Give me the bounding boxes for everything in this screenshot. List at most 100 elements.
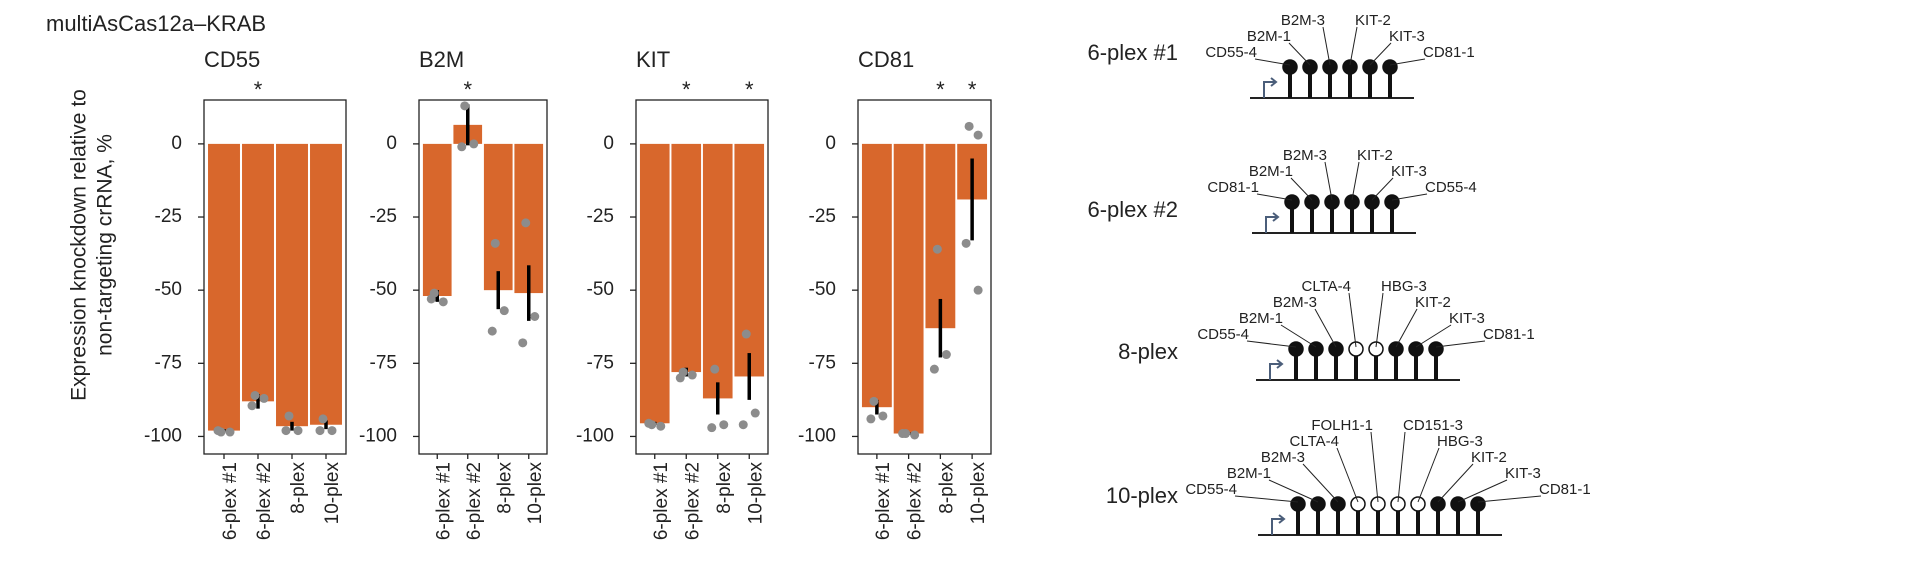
replicate-dot [281, 426, 291, 436]
x-tick-label-group: 10-plex [745, 462, 766, 525]
guide-head [1350, 496, 1366, 512]
label-leader [1336, 447, 1359, 503]
replicate-dot [675, 373, 685, 383]
label-leader [1302, 463, 1339, 503]
y-tick-label: -50 [809, 279, 836, 300]
label-leader [1254, 58, 1291, 66]
x-tick-label: 6-plex #2 [682, 462, 703, 540]
x-tick-label: 6-plex #2 [905, 462, 926, 540]
guide-label: KIT-2 [1471, 449, 1507, 466]
guide-head [1362, 59, 1378, 75]
guide-label: KIT-3 [1449, 310, 1485, 327]
replicate-dot [499, 306, 509, 316]
replicate-dot [878, 411, 888, 421]
guide-label: B2M-3 [1281, 12, 1325, 29]
replicate-dot [438, 297, 448, 307]
replicate-dot [738, 420, 748, 430]
label-leader [1371, 177, 1394, 201]
replicate-dot [710, 364, 720, 374]
guide-label: B2M-3 [1261, 449, 1305, 466]
x-tick-label-group: 8-plex [714, 462, 735, 514]
guide-label: CD81-1 [1483, 326, 1535, 343]
guide-head [1408, 341, 1424, 357]
construct-name: 8-plex [1118, 339, 1178, 364]
y-tick-label: -75 [370, 352, 397, 373]
label-leader [1370, 431, 1379, 503]
replicate-dot [929, 364, 939, 374]
y-tick-label: -75 [155, 352, 182, 373]
label-leader [1417, 447, 1440, 503]
significance-star: * [463, 77, 472, 102]
x-tick-label-group: 10-plex [322, 462, 343, 525]
guide-head [1308, 341, 1324, 357]
x-tick-label: 6-plex #2 [464, 462, 485, 540]
chart-title: CD55 [204, 47, 260, 72]
replicate-dot [315, 426, 325, 436]
y-tick-label: -25 [155, 206, 182, 227]
x-tick-label: 8-plex [936, 462, 957, 514]
label-leader [1314, 308, 1337, 348]
guide-label: CLTA-4 [1290, 433, 1339, 450]
guide-head [1344, 194, 1360, 210]
replicate-dot [750, 408, 760, 418]
label-leader [1324, 161, 1333, 201]
construct-name: 6-plex #1 [1087, 40, 1178, 65]
guide-head [1428, 341, 1444, 357]
guide-head [1450, 496, 1466, 512]
y-tick-label: -75 [809, 352, 836, 373]
chart-title: CD81 [858, 47, 914, 72]
label-leader [1375, 292, 1384, 348]
replicate-dot [656, 421, 666, 431]
label-leader [1290, 177, 1313, 201]
significance-star: * [682, 77, 691, 102]
replicate-dot [293, 426, 303, 436]
y-tick-label: -100 [576, 425, 614, 446]
x-tick-label-group: 6-plex #1 [873, 462, 894, 540]
y-axis-label: Expression knockdown relative to non-tar… [68, 89, 117, 401]
x-tick-label: 8-plex [494, 462, 515, 514]
replicate-dot [213, 426, 223, 436]
guide-head [1342, 59, 1358, 75]
significance-star: * [968, 77, 977, 102]
guide-head [1364, 194, 1380, 210]
y-tick-label: -50 [587, 279, 614, 300]
guide-head [1382, 59, 1398, 75]
replicate-dot [973, 130, 983, 140]
guide-head [1388, 341, 1404, 357]
label-leader [1348, 292, 1357, 348]
y-tick-label: -25 [809, 206, 836, 227]
replicate-dot [941, 350, 951, 360]
replicate-dot [225, 427, 235, 437]
x-tick-label-group: 6-plex #2 [905, 462, 926, 540]
label-leader [1268, 479, 1319, 503]
y-tick-label: -100 [798, 425, 836, 446]
guide-label: KIT-2 [1355, 12, 1391, 29]
axes-frame [857, 99, 992, 455]
guide-head [1410, 496, 1426, 512]
x-tick-label: 6-plex #1 [433, 462, 454, 540]
guide-label: CD55-4 [1205, 44, 1257, 61]
replicate-dot [457, 142, 467, 152]
guide-head [1290, 496, 1306, 512]
bar [483, 143, 513, 291]
bar [639, 143, 670, 424]
figure-title: multiAsCas12a–KRAB [46, 11, 266, 36]
replicate-dot [866, 414, 876, 424]
y-tick-label: 0 [825, 133, 836, 154]
construct-name: 6-plex #2 [1087, 197, 1178, 222]
bar [925, 143, 956, 329]
bar [702, 143, 733, 399]
x-tick-label: 6-plex #1 [873, 462, 894, 540]
guide-label: CD81-1 [1539, 481, 1591, 498]
replicate-dot [518, 338, 528, 348]
label-leader [1322, 26, 1331, 66]
x-tick-label: 6-plex #2 [254, 462, 275, 540]
bar [310, 143, 342, 425]
label-leader [1437, 463, 1474, 503]
x-tick-label: 8-plex [288, 462, 309, 514]
y-tick-label: 0 [386, 133, 397, 154]
guide-label: CD55-4 [1425, 179, 1477, 196]
label-leader [1369, 42, 1392, 66]
x-tick-label-group: 6-plex #1 [651, 462, 672, 540]
